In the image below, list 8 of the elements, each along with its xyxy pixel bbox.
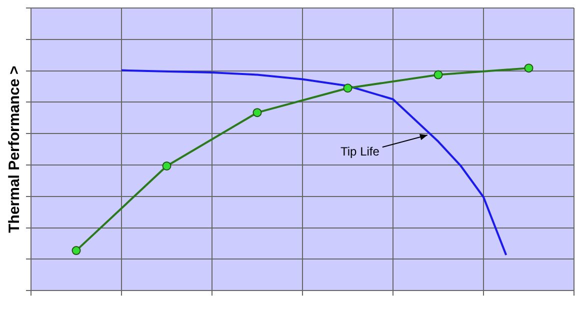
point: [72, 246, 81, 256]
point: [524, 64, 534, 73]
y-axis-title: Thermal Performance >: [6, 65, 24, 233]
point: [252, 108, 262, 118]
point: [343, 84, 352, 93]
point: [434, 70, 443, 80]
point: [162, 161, 172, 170]
annotation: Tip Life: [340, 144, 380, 158]
